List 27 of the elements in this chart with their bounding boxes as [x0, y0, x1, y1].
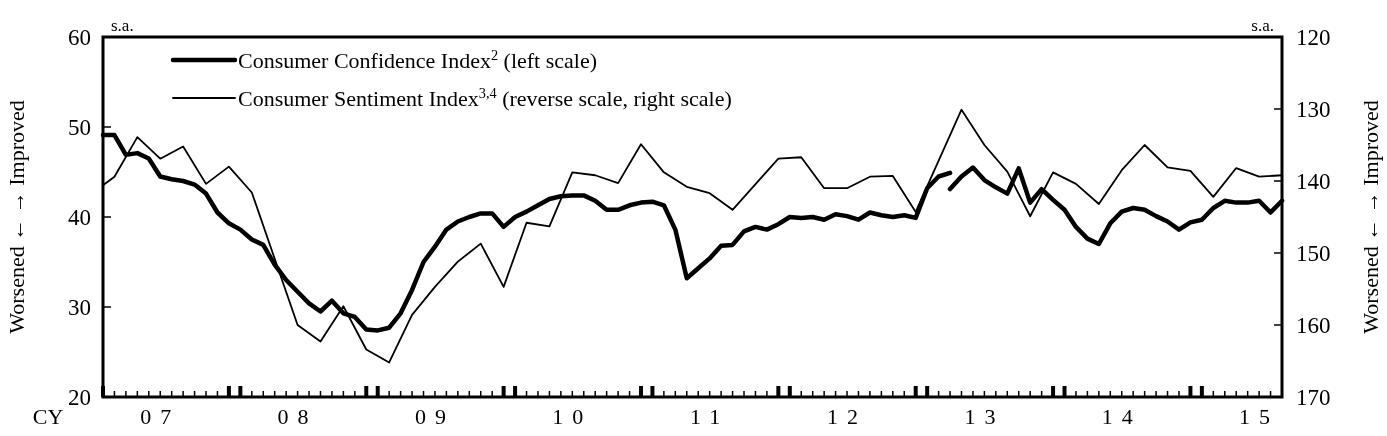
y2-tick-label: 170	[1296, 385, 1331, 411]
y-axis-title: Worsened ← → Improved	[4, 100, 29, 334]
y-tick-label: 60	[68, 25, 91, 51]
y2-tick-label: 140	[1296, 169, 1331, 195]
x-tick-label: 13	[964, 404, 1005, 429]
x-tick-label: 14	[1101, 404, 1142, 429]
y-tick-label: 40	[68, 205, 91, 231]
y2-axis-title: Worsened ← → Improved	[1358, 100, 1383, 334]
x-tick-label: 15	[1239, 404, 1280, 429]
y-tick-label: 20	[68, 385, 91, 411]
text: s.a.	[1251, 16, 1274, 35]
x-tick-label: 11	[690, 404, 730, 429]
y2-tick-label: 150	[1296, 241, 1331, 267]
x-axis-title: CY	[32, 404, 64, 429]
y-tick-label: 30	[68, 295, 91, 321]
x-tick-label: 10	[552, 404, 593, 429]
y2-tick-label: 120	[1296, 25, 1331, 51]
x-tick-label: 08	[277, 404, 318, 429]
y-tick-label: 50	[68, 115, 91, 141]
x-tick-label: 12	[827, 404, 868, 429]
legend-label: Consumer Confidence Index$^{2}$ (left scale)	[238, 46, 598, 73]
legend-label: Consumer Sentiment Index$^{3,4}$ (reverse scale, right scale)	[238, 84, 732, 111]
x-tick-label: 09	[414, 404, 455, 429]
y2-tick-label: 130	[1296, 97, 1331, 123]
x-tick-label: 07	[140, 404, 181, 429]
text: s.a.	[111, 16, 134, 35]
y2-tick-label: 160	[1296, 313, 1331, 339]
